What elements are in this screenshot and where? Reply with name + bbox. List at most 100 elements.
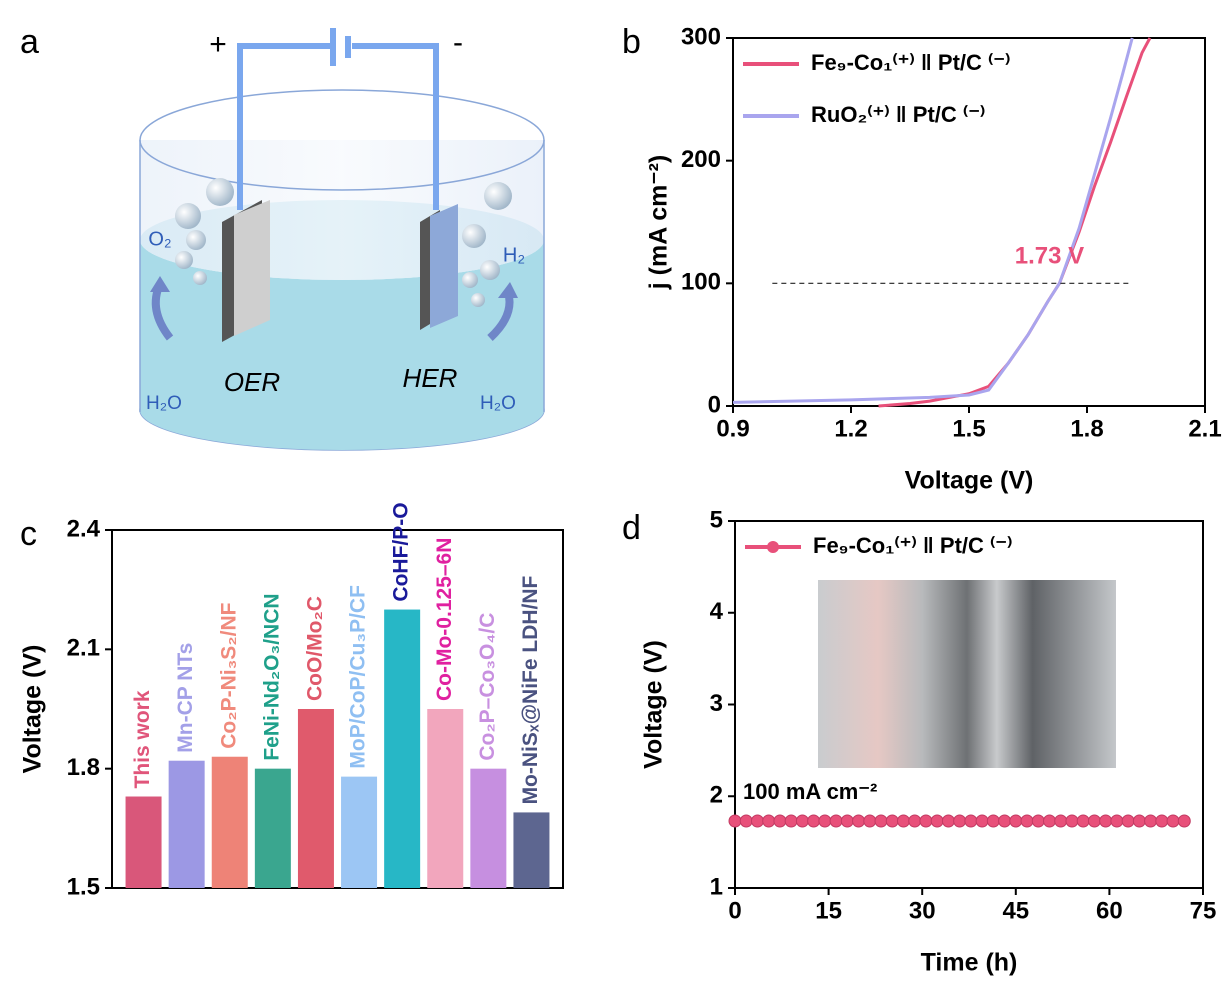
gas-label: O₂ bbox=[148, 228, 171, 250]
data-point bbox=[830, 815, 842, 827]
y-tick-label: 2 bbox=[710, 782, 723, 809]
bar-label: CoO/Mo₂C bbox=[303, 596, 326, 701]
y-axis-label: j (mA cm⁻²) bbox=[645, 155, 673, 291]
bar bbox=[169, 761, 205, 888]
x-axis-label: Voltage (V) bbox=[905, 467, 1034, 495]
data-point bbox=[1178, 815, 1190, 827]
data-point bbox=[1010, 815, 1022, 827]
y-tick-label: 2.4 bbox=[67, 515, 101, 542]
bar-label: CoHF/P-O bbox=[390, 502, 413, 601]
bar-label: Mo-NiSₓ@NiFe LDH/NF bbox=[519, 575, 542, 804]
data-point bbox=[796, 815, 808, 827]
y-axis-label: Voltage (V) bbox=[640, 640, 668, 769]
x-tick-label: 0 bbox=[728, 897, 741, 924]
data-point bbox=[909, 815, 921, 827]
inset-photo bbox=[818, 580, 1116, 768]
y-tick-label: 1.8 bbox=[67, 754, 100, 781]
panel-label: b bbox=[622, 23, 641, 61]
bar bbox=[255, 769, 291, 888]
bar-label: This work bbox=[131, 690, 154, 788]
bar bbox=[427, 709, 463, 888]
y-tick-label: 2.1 bbox=[67, 635, 100, 662]
y-axis-label: Voltage (V) bbox=[19, 645, 47, 774]
figure: a + - O₂ H₂ OER HER H₂O H₂O 01002003000.… bbox=[0, 0, 1226, 981]
x-tick-label: 2.1 bbox=[1188, 415, 1221, 442]
bar-label: Mn-CP NTs bbox=[174, 643, 197, 753]
legend-marker bbox=[767, 541, 779, 553]
data-point bbox=[864, 815, 876, 827]
x-tick-label: 75 bbox=[1190, 897, 1217, 924]
legend-label: Fe₉-Co₁⁽⁺⁾ ‖ Pt/C ⁽⁻⁾ bbox=[813, 533, 1012, 558]
electrode-right-face bbox=[430, 204, 458, 328]
data-line bbox=[733, 38, 1132, 402]
bar-label: MoP/CoP/Cu₃P/CF bbox=[347, 585, 370, 769]
data-line bbox=[879, 38, 1150, 406]
data-point bbox=[763, 815, 775, 827]
x-tick-label: 15 bbox=[815, 897, 842, 924]
data-point bbox=[740, 815, 752, 827]
x-tick-label: 30 bbox=[909, 897, 936, 924]
y-tick-label: 3 bbox=[710, 690, 723, 717]
panel-label: c bbox=[20, 515, 37, 553]
plot-frame bbox=[733, 38, 1205, 406]
terminal-label: - bbox=[453, 26, 463, 59]
electrode-label: HER bbox=[403, 363, 458, 393]
x-tick-label: 0.9 bbox=[716, 415, 749, 442]
data-point bbox=[954, 815, 966, 827]
data-point bbox=[1021, 815, 1033, 827]
data-point bbox=[931, 815, 943, 827]
data-point bbox=[841, 815, 853, 827]
bar bbox=[384, 610, 420, 888]
annotation: 100 mA cm⁻² bbox=[743, 779, 877, 804]
data-point bbox=[819, 815, 831, 827]
y-tick-label: 100 bbox=[681, 269, 721, 296]
x-tick-label: 45 bbox=[1002, 897, 1029, 924]
data-point bbox=[987, 815, 999, 827]
y-tick-label: 0 bbox=[708, 391, 721, 418]
y-tick-label: 1.5 bbox=[67, 873, 100, 900]
data-point bbox=[942, 815, 954, 827]
x-tick-label: 1.5 bbox=[952, 415, 985, 442]
legend-label: Fe₉-Co₁⁽⁺⁾ ‖ Pt/C ⁽⁻⁾ bbox=[811, 50, 1010, 75]
data-point bbox=[1167, 815, 1179, 827]
bar bbox=[212, 757, 248, 888]
y-tick-label: 300 bbox=[681, 23, 721, 50]
data-point bbox=[808, 815, 820, 827]
data-point bbox=[1055, 815, 1067, 827]
data-point bbox=[920, 815, 932, 827]
data-point bbox=[1145, 815, 1157, 827]
cell-diagram: a + - O₂ H₂ OER HER H₂O H₂O bbox=[20, 23, 544, 450]
data-point bbox=[999, 815, 1011, 827]
water-label: H₂O bbox=[480, 393, 516, 414]
data-point bbox=[1122, 815, 1134, 827]
x-tick-label: 1.8 bbox=[1070, 415, 1103, 442]
bar-label: Co₂P-Ni₃S₂/NF bbox=[217, 602, 240, 748]
x-tick-label: 60 bbox=[1096, 897, 1123, 924]
electrode-left-face bbox=[234, 200, 270, 336]
y-tick-label: 1 bbox=[710, 873, 723, 900]
data-point bbox=[1100, 815, 1112, 827]
data-point bbox=[875, 815, 887, 827]
data-point bbox=[1043, 815, 1055, 827]
data-point bbox=[751, 815, 763, 827]
data-point bbox=[853, 815, 865, 827]
bar-label: Co-Mo-0.125–6N bbox=[433, 538, 456, 701]
data-point bbox=[1111, 815, 1123, 827]
panel-label: d bbox=[622, 509, 641, 547]
data-point bbox=[1032, 815, 1044, 827]
x-tick-label: 1.2 bbox=[834, 415, 867, 442]
bar-label: Co₂P–Co₃O₄/C bbox=[476, 613, 499, 761]
bar bbox=[126, 797, 162, 888]
data-point bbox=[729, 815, 741, 827]
bar bbox=[513, 812, 549, 888]
data-point bbox=[1077, 815, 1089, 827]
data-point bbox=[774, 815, 786, 827]
data-point bbox=[1066, 815, 1078, 827]
terminal-label: + bbox=[209, 28, 227, 61]
bar bbox=[298, 709, 334, 888]
data-point bbox=[976, 815, 988, 827]
glass-wall bbox=[140, 140, 544, 280]
y-tick-label: 4 bbox=[710, 598, 724, 625]
x-axis-label: Time (h) bbox=[921, 949, 1018, 977]
y-tick-label: 200 bbox=[681, 146, 721, 173]
